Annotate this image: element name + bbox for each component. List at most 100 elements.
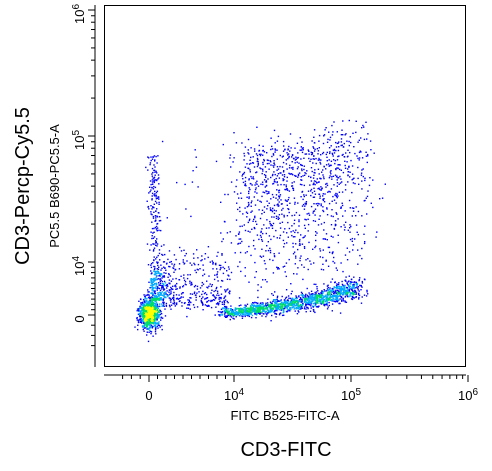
event-point <box>315 234 317 236</box>
event-point <box>178 294 180 296</box>
event-point <box>305 305 307 307</box>
event-point <box>190 281 193 284</box>
event-point <box>315 306 318 308</box>
event-point <box>153 322 155 324</box>
event-point <box>372 179 374 181</box>
event-point <box>239 308 241 310</box>
event-point <box>155 295 157 298</box>
event-point <box>231 311 234 313</box>
event-point <box>153 194 155 196</box>
event-point <box>293 197 296 199</box>
event-point <box>318 147 320 149</box>
event-point <box>153 180 156 182</box>
event-point <box>146 306 149 308</box>
event-point <box>323 283 325 285</box>
event-point <box>317 204 319 207</box>
event-point <box>306 303 308 305</box>
event-point <box>292 303 294 306</box>
event-point <box>214 289 217 292</box>
event-point <box>147 315 150 317</box>
event-point <box>149 326 151 328</box>
event-point <box>248 178 250 180</box>
event-point <box>150 306 152 309</box>
event-point <box>223 220 226 223</box>
event-point <box>331 303 334 305</box>
event-point <box>157 272 160 274</box>
event-point <box>150 307 152 310</box>
event-point <box>169 282 171 285</box>
event-point <box>290 147 292 149</box>
event-point <box>155 228 158 230</box>
event-point <box>256 165 259 168</box>
event-point <box>154 303 157 305</box>
event-point <box>190 297 192 299</box>
event-point <box>250 205 252 207</box>
event-point <box>375 236 377 238</box>
event-point <box>273 209 275 211</box>
event-point <box>236 311 238 313</box>
event-point <box>298 220 300 223</box>
event-point <box>289 164 291 167</box>
event-point <box>264 186 266 188</box>
event-point <box>293 308 295 310</box>
event-point <box>284 149 286 151</box>
event-point <box>322 174 324 176</box>
event-point <box>342 300 345 302</box>
event-point <box>355 224 358 226</box>
event-point <box>230 166 232 168</box>
event-point <box>297 310 299 312</box>
event-point <box>314 298 316 301</box>
event-point <box>252 302 254 304</box>
event-point <box>268 168 270 170</box>
event-point <box>277 173 280 175</box>
event-point <box>297 173 300 176</box>
event-point <box>331 310 333 312</box>
event-point <box>231 309 234 311</box>
event-point <box>156 238 158 240</box>
event-point <box>150 284 152 287</box>
event-point <box>274 148 276 150</box>
event-point <box>366 161 368 164</box>
event-point <box>261 307 263 309</box>
event-point <box>284 228 286 230</box>
event-point <box>153 178 155 180</box>
event-point <box>185 208 187 210</box>
event-point <box>267 159 269 162</box>
event-point <box>244 207 246 209</box>
event-point <box>242 309 244 311</box>
event-point <box>222 307 224 310</box>
x-tick-label: 104 <box>224 387 244 404</box>
event-point <box>345 276 347 278</box>
event-point <box>262 168 264 170</box>
event-point <box>227 314 229 316</box>
event-point <box>252 156 254 158</box>
event-point <box>317 224 320 226</box>
event-point <box>294 231 296 234</box>
event-point <box>207 256 209 259</box>
event-point <box>181 301 183 304</box>
event-point <box>235 316 237 318</box>
event-point <box>259 255 261 257</box>
event-point <box>313 190 316 192</box>
event-point <box>330 235 332 237</box>
event-point <box>273 179 276 181</box>
event-point <box>161 303 163 305</box>
event-point <box>201 259 203 261</box>
event-point <box>338 282 340 284</box>
event-point <box>149 327 151 329</box>
event-point <box>156 312 159 315</box>
event-point <box>313 129 316 131</box>
event-point <box>184 183 186 186</box>
event-point <box>366 195 369 198</box>
event-point <box>257 158 259 161</box>
event-point <box>299 149 301 151</box>
event-point <box>297 302 299 304</box>
event-point <box>149 162 152 164</box>
event-point <box>272 196 275 198</box>
event-point <box>155 210 157 212</box>
event-point <box>260 168 262 170</box>
event-point <box>338 292 340 294</box>
event-point <box>295 211 298 214</box>
event-point <box>255 187 257 189</box>
event-point <box>162 285 164 287</box>
